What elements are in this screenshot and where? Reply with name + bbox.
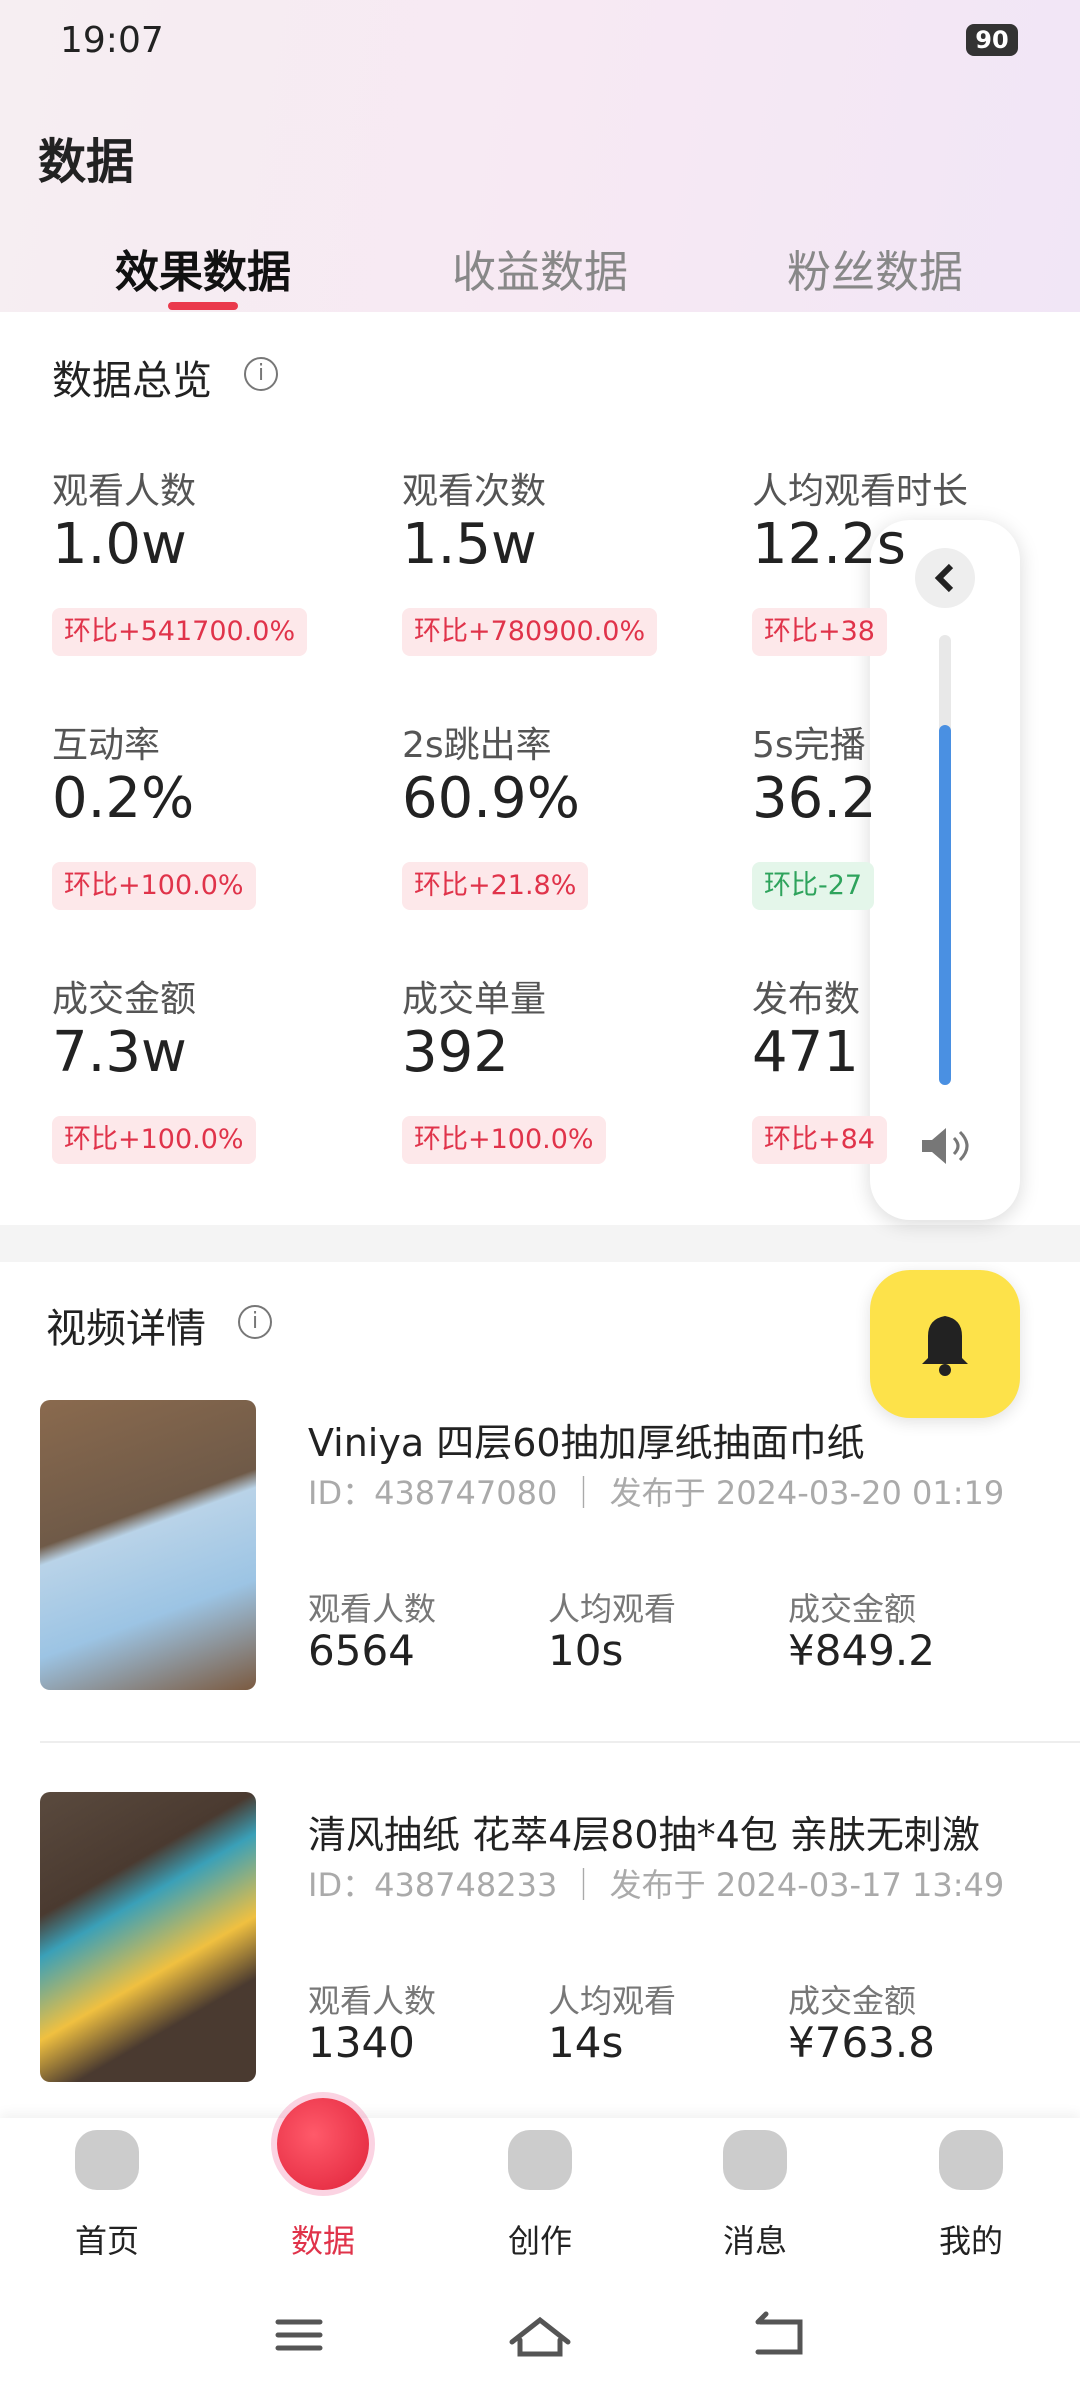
tab[interactable]: 收益数据: [452, 247, 628, 298]
header-background: [0, 0, 1080, 312]
metric-label: 发布数: [752, 979, 861, 1020]
tab[interactable]: 粉丝数据: [787, 247, 963, 298]
metric-label: 人均观看时长: [752, 471, 969, 512]
collapse-button[interactable]: [915, 548, 975, 608]
stat-label: 观看人数: [308, 1590, 437, 1628]
system-nav: [275, 2311, 803, 2357]
nav-icon[interactable]: [277, 2098, 369, 2190]
video-title[interactable]: 清风抽纸 花萃4层80抽*4包 亲肤无刺激: [308, 1813, 980, 1857]
change-badge: 环比+541700.0%: [52, 608, 308, 656]
video-title[interactable]: Viniya 四层60抽加厚纸抽面巾纸: [308, 1421, 865, 1465]
metric-label: 成交金额: [52, 979, 197, 1020]
video-id: ID：438747080 ｜ 发布于 2024-03-20 01:19: [308, 1474, 1005, 1512]
change-badge: 环比+780900.0%: [402, 608, 658, 656]
change-badge: 环比+100.0%: [52, 1116, 256, 1164]
change-badge: 环比+100.0%: [402, 1116, 606, 1164]
stat-label: 人均观看: [548, 1982, 677, 2020]
page-title: 数据: [38, 134, 135, 190]
section-title: 数据总览: [52, 358, 212, 404]
volume-level: [939, 725, 951, 1085]
change-badge: 环比-27: [752, 862, 875, 910]
metric-label: 观看人数: [52, 471, 197, 512]
stat-value: 1340: [308, 2018, 415, 2067]
metric-value: 1.5w: [402, 512, 537, 577]
speaker-icon[interactable]: [922, 1128, 946, 1164]
video-thumbnail[interactable]: [40, 1400, 256, 1690]
stat-value: 6564: [308, 1626, 415, 1675]
stat-value: ¥763.8: [788, 2018, 935, 2067]
nav-label[interactable]: 消息: [722, 2222, 787, 2260]
metric-value: 36.2: [752, 766, 877, 831]
notification-button[interactable]: [870, 1270, 1020, 1418]
volume-controls: [915, 548, 975, 1164]
back-button[interactable]: [755, 2311, 803, 2355]
change-badge: 环比+84: [752, 1116, 887, 1164]
tab-indicator: [168, 302, 238, 310]
metric-value: 7.3w: [52, 1020, 187, 1085]
nav-label[interactable]: 我的: [938, 2222, 1003, 2260]
metric-label: 观看次数: [402, 471, 547, 512]
tab[interactable]: 效果数据: [115, 247, 291, 298]
metric-label: 互动率: [52, 725, 161, 766]
stat-value: 14s: [548, 2018, 624, 2067]
speaker-waves: [952, 1130, 969, 1162]
metric-value: 1.0w: [52, 512, 187, 577]
nav-icon[interactable]: [723, 2130, 787, 2190]
section-title: 视频详情: [46, 1306, 206, 1352]
info-icon[interactable]: i: [244, 357, 278, 391]
metric-value: 392: [402, 1020, 509, 1085]
metric-label: 5s完播: [752, 725, 866, 766]
metric-label: 成交单量: [402, 979, 547, 1020]
metric-value: 0.2%: [52, 766, 195, 831]
info-icon[interactable]: i: [238, 1305, 272, 1339]
volume-panel: [870, 520, 1020, 1220]
stat-label: 成交金额: [788, 1982, 917, 2020]
status-time: 19:07: [60, 20, 164, 61]
nav-icon[interactable]: [75, 2130, 139, 2190]
metric-value: 12.2s: [752, 512, 906, 577]
change-badge: 环比+21.8%: [402, 862, 589, 910]
separator: [0, 1225, 1080, 1262]
home-button[interactable]: [509, 2316, 571, 2357]
battery: 90: [966, 24, 1018, 56]
stat-value: ¥849.2: [788, 1626, 935, 1675]
stat-value: 10s: [548, 1626, 624, 1675]
nav-label[interactable]: 数据: [290, 2222, 355, 2260]
metric-value: 471: [752, 1020, 859, 1085]
change-badge: 环比+38: [752, 608, 887, 656]
stat-label: 成交金额: [788, 1590, 917, 1628]
divider: [40, 1741, 1080, 1743]
nav-icon[interactable]: [939, 2130, 1003, 2190]
nav-label[interactable]: 首页: [74, 2222, 139, 2260]
nav-icon[interactable]: [508, 2130, 572, 2190]
chevron: [934, 563, 954, 593]
metric-label: 2s跳出率: [402, 725, 552, 766]
metric-value: 60.9%: [402, 766, 580, 831]
bell-icon: [922, 1316, 968, 1376]
video-id: ID：438748233 ｜ 发布于 2024-03-17 13:49: [308, 1866, 1005, 1904]
menu-button[interactable]: [275, 2319, 323, 2351]
nav-label[interactable]: 创作: [507, 2222, 572, 2260]
stat-label: 观看人数: [308, 1982, 437, 2020]
change-badge: 环比+100.0%: [52, 862, 256, 910]
stat-label: 人均观看: [548, 1590, 677, 1628]
video-thumbnail[interactable]: [40, 1792, 256, 2082]
